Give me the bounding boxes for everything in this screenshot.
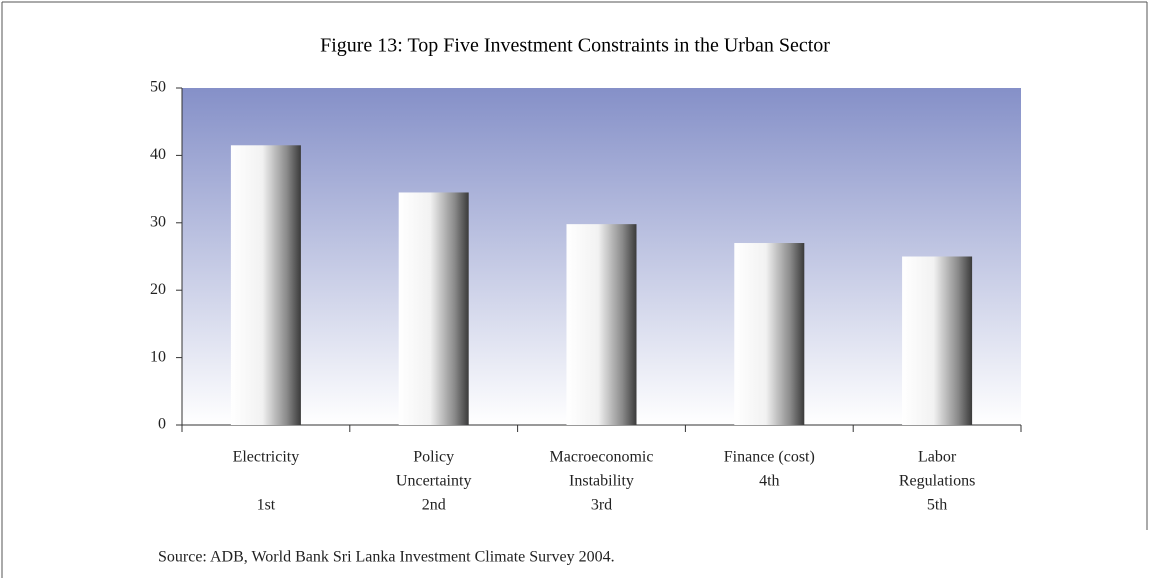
y-tick-label: 0: [158, 416, 166, 433]
x-tick-label: Finance (cost): [724, 449, 815, 466]
y-tick-label: 10: [150, 348, 166, 365]
bar: [566, 224, 637, 425]
x-tick-label: 3rd: [591, 497, 612, 514]
y-tick-label: 50: [150, 79, 166, 96]
y-tick-label: 30: [150, 213, 166, 230]
x-tick-label: 4th: [759, 473, 779, 490]
source-note: Source: ADB, World Bank Sri Lanka Invest…: [158, 549, 615, 566]
chart-title: Figure 13: Top Five Investment Constrain…: [320, 35, 830, 57]
y-tick-label: 40: [150, 146, 166, 163]
x-tick-label: Policy: [413, 449, 454, 466]
x-tick-label: 1st: [257, 497, 276, 514]
x-tick-label: 2nd: [422, 497, 446, 514]
x-tick-label: Uncertainty: [396, 473, 472, 490]
x-tick-label: Labor: [918, 449, 957, 466]
x-tick-label: 5th: [927, 497, 947, 514]
x-tick-label: Electricity: [233, 449, 300, 466]
y-tick-label: 20: [150, 281, 166, 298]
bar: [902, 256, 973, 425]
bar: [398, 192, 469, 425]
x-tick-label: Instability: [569, 473, 634, 490]
x-tick-label: Regulations: [899, 473, 975, 490]
bar: [734, 243, 805, 425]
x-tick-label: Macroeconomic: [550, 449, 654, 466]
bar: [230, 145, 301, 426]
